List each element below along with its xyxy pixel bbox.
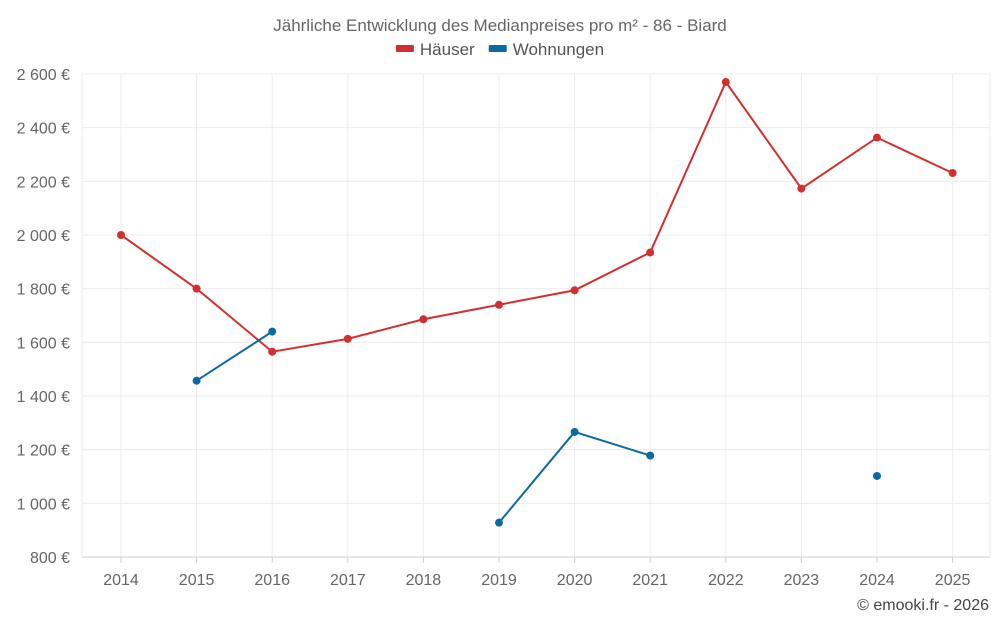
y-tick-label: 2 000 € — [17, 228, 70, 245]
y-tick-label: 1 200 € — [17, 443, 70, 460]
x-tick-label: 2019 — [481, 572, 517, 589]
y-tick-label: 800 € — [30, 550, 70, 567]
y-tick-label: 2 400 € — [17, 121, 70, 138]
legend-label: Wohnungen — [513, 40, 604, 59]
data-point[interactable] — [117, 231, 125, 239]
x-tick-label: 2025 — [935, 572, 971, 589]
y-tick-label: 1 800 € — [17, 282, 70, 299]
data-point[interactable] — [646, 248, 655, 257]
legend-swatch — [488, 45, 507, 52]
x-tick-label: 2021 — [632, 572, 668, 589]
y-axis: 800 € 1 000 € 1 200 € 1 400 € 1 600 € 1 800 €… — [17, 67, 70, 567]
data-point[interactable] — [495, 300, 503, 309]
data-point[interactable] — [419, 315, 428, 324]
data-point[interactable] — [797, 184, 806, 193]
data-point[interactable] — [646, 451, 655, 460]
series-häuser — [117, 78, 957, 356]
credit-text: © emooki.fr - 2026 — [857, 597, 989, 614]
x-tick-label: 2014 — [103, 572, 139, 589]
legend-swatch — [395, 45, 414, 52]
x-tick-label: 2018 — [406, 572, 442, 589]
data-point[interactable] — [192, 284, 201, 293]
x-axis: 2014 2015 2016 2017 2018 2019 2020 2021 2022 2023… — [103, 572, 970, 589]
data-point[interactable] — [948, 169, 957, 178]
series-group — [117, 78, 957, 527]
y-tick-label: 2 600 € — [17, 67, 70, 84]
x-tick-label: 2023 — [784, 572, 820, 589]
legend-label: Häuser — [420, 40, 475, 59]
series-wohnungen — [192, 327, 881, 527]
legend: Häuser Wohnungen — [395, 40, 604, 59]
legend-item-häuser[interactable]: Häuser — [395, 40, 475, 59]
data-point[interactable] — [721, 78, 730, 87]
data-point[interactable] — [570, 286, 579, 295]
grid — [81, 73, 991, 563]
series-line — [120, 80, 954, 353]
x-tick-label: 2017 — [330, 572, 366, 589]
data-point[interactable] — [873, 133, 881, 142]
data-point[interactable] — [873, 471, 881, 480]
y-tick-label: 2 200 € — [17, 174, 70, 191]
x-tick-label: 2015 — [179, 572, 215, 589]
y-tick-label: 1 000 € — [17, 496, 70, 513]
x-tick-label: 2024 — [859, 572, 895, 589]
y-tick-label: 1 400 € — [17, 389, 70, 406]
x-tick-label: 2020 — [557, 572, 593, 589]
data-point[interactable] — [268, 347, 277, 356]
data-point[interactable] — [343, 334, 352, 343]
series-line — [196, 330, 273, 382]
data-point[interactable] — [495, 518, 503, 527]
chart-title: Jährliche Entwicklung des Medianpreises … — [273, 16, 727, 35]
data-point[interactable] — [570, 427, 579, 436]
data-point[interactable] — [192, 376, 201, 385]
data-point[interactable] — [268, 327, 277, 336]
legend-item-wohnungen[interactable]: Wohnungen — [488, 40, 604, 59]
x-tick-label: 2022 — [708, 572, 744, 589]
x-tick-label: 2016 — [254, 572, 290, 589]
y-tick-label: 1 600 € — [17, 335, 70, 352]
